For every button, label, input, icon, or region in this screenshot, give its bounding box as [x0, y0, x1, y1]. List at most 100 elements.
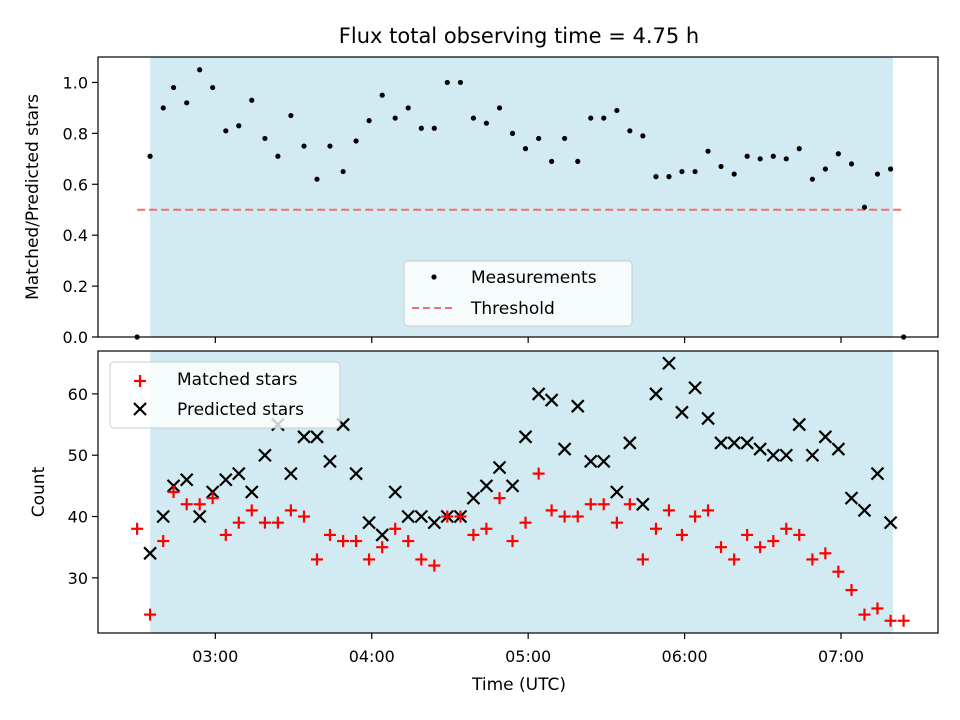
predicted-star-marker: [583, 454, 598, 469]
measurement-point: [888, 166, 894, 172]
predicted-star-marker: [143, 546, 157, 561]
ratio-y-tick-label: 0.4: [63, 226, 88, 245]
matched-star-marker: [441, 510, 454, 523]
measurement-point: [848, 161, 855, 167]
measurement-point: [705, 148, 711, 154]
matched-star-marker: [806, 553, 819, 566]
count-y-tick-label: 50: [68, 446, 88, 465]
predicted-star-marker: [518, 430, 533, 444]
predicted-star-marker: [492, 460, 507, 475]
matched-star-marker: [258, 516, 271, 529]
matched-star-marker: [144, 608, 157, 621]
predicted-star-marker: [649, 387, 663, 401]
measurement-point: [757, 156, 763, 162]
matched-star-marker: [157, 535, 170, 548]
ratio-y-axis-label: Matched/Predicted stars: [23, 94, 43, 300]
predicted-star-marker: [766, 448, 781, 462]
predicted-star-marker: [753, 442, 767, 456]
legend-matched-label: Matched stars: [177, 370, 297, 390]
matched-star-marker: [728, 553, 741, 566]
matched-star-marker: [506, 535, 519, 548]
predicted-star-marker: [636, 497, 650, 512]
matched-star-marker: [623, 498, 636, 511]
predicted-star-marker: [883, 515, 898, 530]
ratio-legend-box: [403, 260, 633, 327]
matched-star-marker: [741, 528, 754, 541]
measurement-point: [160, 105, 166, 111]
measurement-point: [197, 67, 203, 73]
measurement-point: [249, 97, 255, 103]
matched-star-marker: [180, 498, 193, 511]
predicted-star-marker: [205, 485, 220, 499]
count-legend-box: [109, 361, 341, 429]
measurement-point: [457, 79, 464, 86]
matched-star-marker: [298, 510, 311, 523]
predicted-star-marker: [870, 466, 885, 481]
count-y-axis-label: Count: [29, 466, 49, 517]
count-axis-ticks: 30 40 50 60: [68, 385, 98, 588]
measurement-point: [536, 135, 542, 142]
measurement-point: [640, 133, 646, 139]
predicted-star-marker: [805, 448, 820, 462]
predicted-star-marker: [179, 472, 194, 487]
matched-star-marker: [519, 516, 532, 529]
measurement-point: [601, 115, 607, 121]
count-y-tick-label: 60: [68, 385, 88, 404]
measurement-point: [666, 174, 672, 180]
measurement-point: [822, 166, 828, 172]
matched-star-marker: [819, 547, 832, 560]
predicted-star-marker: [232, 466, 246, 481]
measurement-point: [379, 92, 385, 98]
matched-star-marker: [571, 510, 584, 523]
measurement-point: [223, 128, 229, 134]
predicted-star-marker: [675, 405, 689, 420]
matched-star-marker: [832, 565, 845, 578]
measurement-point: [718, 163, 724, 170]
count-legend: Matched stars Predicted stars: [109, 361, 341, 429]
measurement-point: [405, 105, 411, 111]
predicted-star-marker: [714, 436, 728, 450]
measurement-point: [653, 174, 659, 180]
measurement-point: [184, 100, 190, 106]
predicted-star-marker: [662, 356, 676, 371]
matched-star-marker: [245, 504, 258, 517]
measurement-point: [509, 130, 516, 136]
predicted-star-marker: [466, 491, 481, 505]
matched-star-marker: [493, 492, 506, 505]
matched-star-marker: [167, 486, 180, 498]
measurement-point: [614, 107, 620, 114]
measurement-point: [236, 123, 242, 129]
matched-star-marker: [662, 504, 675, 517]
matched-star-marker: [232, 516, 245, 529]
matched-star-marker: [871, 602, 884, 615]
ratio-legend: Measurements Threshold: [403, 260, 633, 327]
predicted-star-marker: [156, 509, 171, 524]
ratio-y-tick-label: 0.8: [63, 124, 88, 143]
matched-star-marker: [715, 541, 728, 554]
measurement-point: [783, 156, 789, 162]
predicted-star-marker: [610, 485, 624, 499]
count-y-tick-label: 40: [68, 508, 88, 527]
time-x-tick-label: 06:00: [662, 647, 708, 666]
matched-star-marker: [754, 541, 767, 554]
predicted-star-marker: [831, 442, 846, 456]
matched-star-marker: [897, 614, 910, 627]
matched-star-marker: [271, 516, 284, 529]
predicted-star-marker: [427, 515, 442, 530]
measurement-point: [418, 125, 424, 131]
matched-star-marker: [323, 528, 336, 541]
matched-star-marker: [454, 510, 467, 523]
legend-threshold-label: Threshold: [470, 299, 555, 319]
matched-star-marker: [310, 553, 323, 566]
matched-star-marker: [350, 535, 363, 548]
x-axis-label: Time (UTC): [471, 675, 566, 695]
matched-star-marker: [532, 467, 545, 480]
predicted-star-marker: [544, 393, 559, 407]
measurement-point: [301, 143, 307, 149]
matched-star-marker: [702, 504, 715, 517]
measurement-point: [835, 151, 841, 157]
matched-star-marker: [845, 584, 858, 597]
predicted-star-marker: [349, 466, 363, 481]
matched-star-marker: [389, 522, 402, 535]
matched-star-marker: [206, 492, 219, 505]
